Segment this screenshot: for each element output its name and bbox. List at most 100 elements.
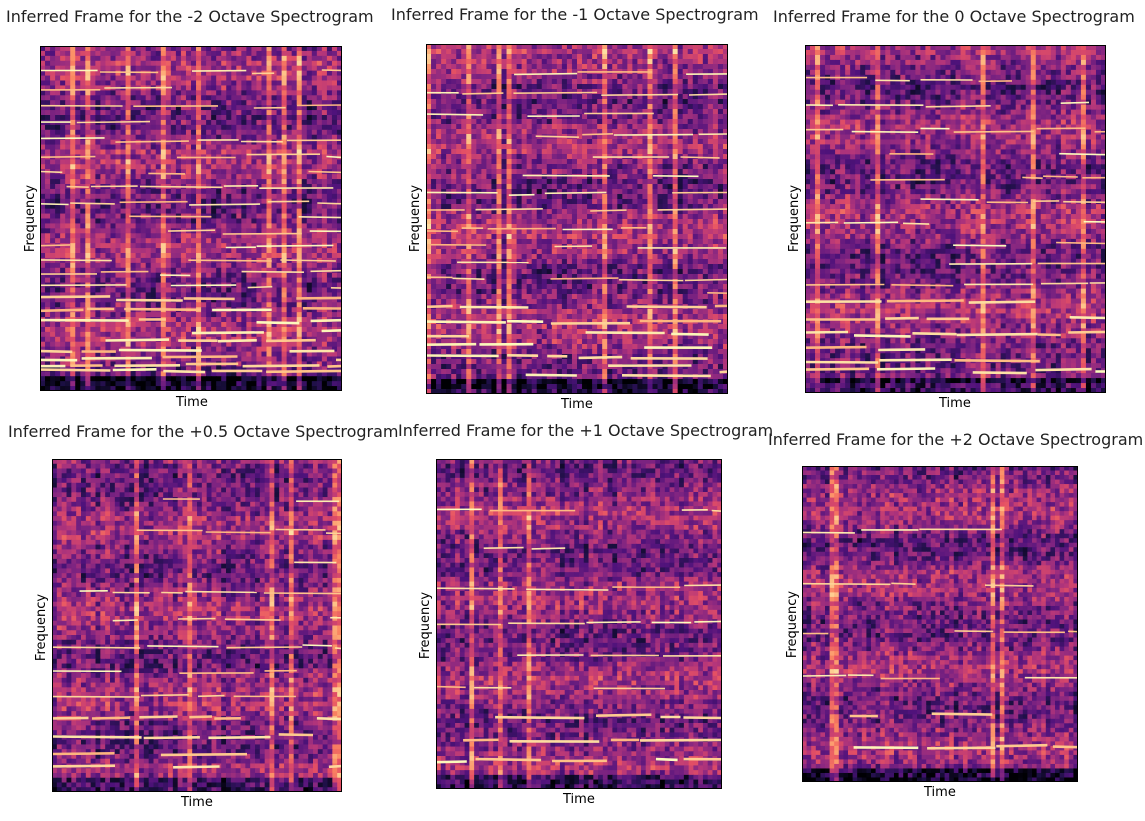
harmonic-segment [185,590,257,594]
harmonic-segment [116,298,183,302]
harmonic-segment [802,531,855,534]
harmonic-segment [1036,127,1086,130]
harmonic-segment [544,191,607,195]
harmonic-segment [601,93,679,96]
harmonic-segment [885,316,919,320]
harmonic-segment [278,733,314,737]
spectrogram-plot [805,45,1106,393]
harmonic-segment [114,364,181,368]
chart-title: Inferred Frame for the +2 Octave Spectro… [768,430,1143,449]
harmonic-segment [688,93,728,96]
chart-title: Inferred Frame for the +1 Octave Spectro… [398,421,773,440]
plot-frame [436,459,722,789]
harmonic-segment [40,308,84,313]
harmonic-segment [296,296,342,300]
harmonic-segment [657,208,728,211]
harmonic-segment [590,209,627,212]
harmonic-segment [316,717,342,721]
harmonic-segment [139,185,223,189]
harmonic-segment [327,364,342,368]
plot-frame [802,466,1078,782]
harmonic-segment [956,332,1038,337]
plot-frame [805,45,1106,393]
harmonic-segment [426,320,506,324]
harmonic-segment [621,374,711,378]
heatmap-cells [805,45,1106,393]
harmonic-segment [118,348,202,352]
harmonic-segment [52,735,142,739]
harmonic-segment [163,369,206,374]
plot-frame [52,459,342,792]
harmonic-segment [317,202,342,205]
x-axis-label: Time [924,785,956,800]
harmonic-segment [886,299,964,303]
harmonic-segment [694,620,722,623]
harmonic-segment [513,91,598,94]
harmonic-segment [805,345,867,349]
harmonic-segment [76,120,151,124]
harmonic-segment [302,644,332,647]
harmonic-segment [586,621,641,624]
x-axis-label: Time [563,792,595,807]
harmonic-segment [585,331,665,335]
harmonic-segment [683,716,722,720]
harmonic-segment [40,244,71,247]
harmonic-segment [266,369,342,374]
harmonic-segment [853,334,911,338]
harmonic-segment [40,137,105,140]
harmonic-segment [1035,367,1092,372]
chart-title: Inferred Frame for the +0.5 Octave Spect… [8,422,398,441]
harmonic-segment [115,140,189,143]
harmonic-segment [224,618,281,621]
harmonic-segment [475,208,543,211]
harmonic-segment [655,757,678,762]
harmonic-segment [522,174,610,177]
x-axis-label: Time [181,795,213,810]
harmonic-segment [463,738,499,742]
heatmap-cells [426,44,728,394]
harmonic-segment [140,694,189,697]
harmonic-segment [40,368,111,372]
harmonic-segment [802,582,891,586]
harmonic-segment [653,175,699,178]
harmonic-segment [876,367,936,371]
harmonic-segment [52,764,116,768]
y-axis-label: Frequency [34,594,49,661]
harmonic-segment [953,130,1034,133]
harmonic-segment [119,200,188,204]
plot-frame [426,44,728,394]
harmonic-segment [891,284,954,287]
harmonic-segment [1022,176,1043,179]
y-axis-label: Frequency [408,185,423,252]
harmonic-segment [242,364,320,368]
harmonic-lines [426,71,728,378]
y-axis-label: Frequency [23,185,38,252]
harmonic-segment [143,736,200,740]
y-axis-label: Frequency [785,591,800,658]
harmonic-segment [483,546,524,549]
harmonic-segment [66,185,89,188]
harmonic-segment [40,155,96,158]
harmonic-segment [189,203,261,206]
harmonic-segment [931,712,993,716]
harmonic-segment [280,259,336,262]
harmonic-segment [805,367,870,371]
harmonic-segment [684,278,728,282]
harmonic-segment [426,304,453,309]
harmonic-segment [208,735,271,740]
harmonic-segment [1043,175,1078,178]
harmonic-segment [139,715,178,719]
harmonic-segment [927,746,996,750]
harmonic-segment [426,113,484,116]
harmonic-segment [680,156,720,159]
harmonic-segment [526,588,609,591]
harmonic-segment [626,305,707,309]
harmonic-segment [902,222,930,225]
harmonic-segment [183,297,235,301]
harmonic-lines [52,498,342,769]
harmonic-segment [851,130,919,133]
harmonic-segment [475,757,542,762]
y-axis-label: Frequency [787,185,802,252]
x-axis-label: Time [939,396,971,411]
harmonic-segment [436,587,515,590]
